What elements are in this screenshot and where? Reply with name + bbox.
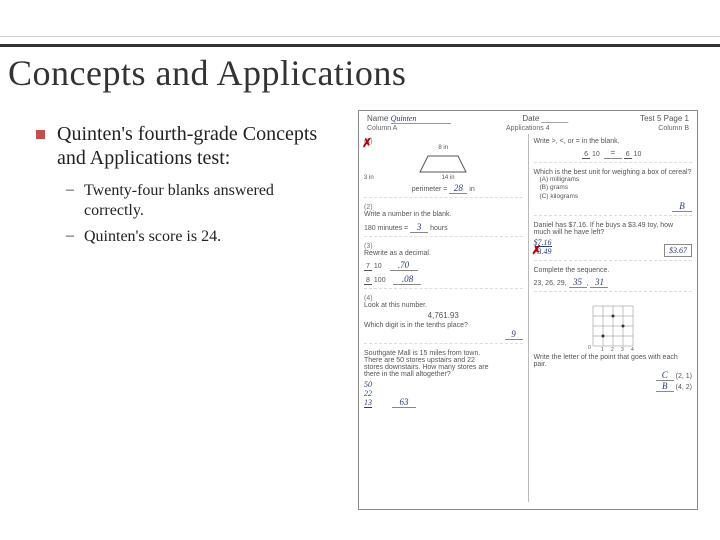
worksheet-image: Name Quinten Date ______ Test 5 Page 1 C… <box>358 110 698 510</box>
q5-p2: There are 50 stores upstairs and 22 <box>364 357 523 364</box>
coordinate-grid-icon: 0 1 2 3 4 <box>588 301 638 351</box>
rule-dark <box>0 44 720 47</box>
r3-answer: $3.67 <box>664 244 692 257</box>
col-b-label: Column B <box>658 125 689 132</box>
r4-a1: 35 <box>569 277 587 288</box>
worksheet-header: Name Quinten Date ______ Test 5 Page 1 <box>359 111 697 125</box>
dash-icon: – <box>66 181 74 199</box>
bullet-text: Quinten's fourth-grade Concepts and Appl… <box>57 122 336 171</box>
r4-a2: 31 <box>590 277 608 288</box>
ws-q4: (4) Look at this number. 4,761.93 Which … <box>364 293 523 344</box>
r2-prompt: Which is the best unit for weighing a bo… <box>534 169 693 176</box>
worksheet-subheader: Column A Applications 4 Column B <box>359 125 697 134</box>
r2-answer: B <box>672 201 692 212</box>
svg-text:0: 0 <box>588 345 591 351</box>
q5-p1: Southgate Mall is 15 miles from town. <box>364 350 523 357</box>
q-num: (3) <box>364 243 373 250</box>
worksheet-col-right: Write >, <, or = in the blank. 610 = 610… <box>529 134 698 502</box>
q-num: (2) <box>364 204 373 211</box>
q4-number: 4,761.93 <box>364 311 523 320</box>
dim-top: 8 in <box>364 145 523 151</box>
q-num: (4) <box>364 295 373 302</box>
q2-prompt: Write a number in the blank. <box>364 211 523 218</box>
sub-bullet-text: Quinten's score is 24. <box>84 227 221 247</box>
q2-lhs: 180 minutes = <box>364 225 408 232</box>
heading-right: Applications 4 <box>506 125 550 132</box>
name-value: Quinten <box>391 114 451 124</box>
ws-q3: (3) Rewrite as a decimal. 710 .70 8100 .… <box>364 241 523 289</box>
q5-p4: there in the mall altogether? <box>364 371 523 378</box>
name-label: Name <box>367 114 388 123</box>
svg-text:4: 4 <box>631 347 634 351</box>
f2n: 8 <box>364 277 372 285</box>
svg-text:3: 3 <box>621 347 624 351</box>
q5-p3: stores downstairs. How many stores are <box>364 364 523 371</box>
q3-a1: .70 <box>390 260 418 271</box>
ws-r2: Which is the best unit for weighing a bo… <box>534 167 693 216</box>
svg-text:1: 1 <box>601 347 604 351</box>
slide: Concepts and Applications Quinten's four… <box>0 0 720 540</box>
worksheet-col-left: ✗ (1) 8 in 3 in 14 in perimeter = 28 in <box>359 134 529 502</box>
q4-q: Which digit is in the tenths place? <box>364 322 523 329</box>
ws-q1: ✗ (1) 8 in 3 in 14 in perimeter = 28 in <box>364 136 523 198</box>
trapezoid-icon <box>418 154 468 174</box>
ws-r5: 0 1 2 3 4 Write the letter of the point that… <box>534 296 693 395</box>
q4-answer: 9 <box>505 329 523 340</box>
ws-q5: Southgate Mall is 15 miles from town. Th… <box>364 348 523 411</box>
q2-unit: hours <box>430 225 448 232</box>
r5-prompt: Write the letter of the point that goes … <box>534 354 693 368</box>
ws-r4: Complete the sequence. 23, 26, 29, 35, 3… <box>534 265 693 292</box>
ws-r3: ✗ Daniel has $7.16. If he buys a $3.49 t… <box>534 220 693 261</box>
square-bullet-icon <box>36 130 45 139</box>
worksheet-columns: ✗ (1) 8 in 3 in 14 in perimeter = 28 in <box>359 134 697 502</box>
sub-bullet: – Twenty-four blanks answered correctly. <box>66 181 336 221</box>
q4-prompt: Look at this number. <box>364 302 523 309</box>
rule-light <box>0 36 720 37</box>
test-label: Test 5 Page 1 <box>640 114 689 124</box>
dim-left: 3 in <box>364 175 374 181</box>
col-a-label: Column A <box>367 125 397 132</box>
x-mark-icon: ✗ <box>532 243 542 258</box>
perimeter-answer: 28 <box>449 183 467 194</box>
q3-a2: .08 <box>393 274 421 285</box>
q3-prompt: Rewrite as a decimal. <box>364 250 523 257</box>
sub-bullet-text: Twenty-four blanks answered correctly. <box>84 181 336 221</box>
r3-prompt: Daniel has $7.16. If he buys a $3.49 toy… <box>534 222 693 236</box>
sub-bullets: – Twenty-four blanks answered correctly.… <box>66 181 336 247</box>
bullet-level1: Quinten's fourth-grade Concepts and Appl… <box>36 122 336 171</box>
r4-seq: 23, 26, 29, <box>534 280 567 287</box>
r1-cmp: = <box>604 148 622 159</box>
slide-title: Concepts and Applications <box>8 52 406 94</box>
f2d: 100 <box>372 277 388 284</box>
dash-icon: – <box>66 227 74 245</box>
q2-answer: 3 <box>410 222 428 233</box>
q5-answer: 63 <box>392 397 416 408</box>
svg-text:2: 2 <box>611 347 614 351</box>
dim-bottom: 14 in <box>364 175 523 181</box>
x-mark-icon: ✗ <box>362 136 372 151</box>
sub-bullet: – Quinten's score is 24. <box>66 227 336 247</box>
date-label: Date <box>522 114 539 123</box>
f1d: 10 <box>372 263 384 270</box>
body-text: Quinten's fourth-grade Concepts and Appl… <box>36 122 336 253</box>
q5-work: 50 22 13 <box>364 381 372 408</box>
r4-prompt: Complete the sequence. <box>534 267 693 274</box>
r5-a1: C <box>656 370 674 381</box>
r5-a2: B <box>656 381 674 392</box>
ws-q2: (2) Write a number in the blank. 180 min… <box>364 202 523 237</box>
perimeter-label: perimeter = <box>412 186 448 193</box>
ws-r1: Write >, <, or = in the blank. 610 = 610 <box>534 136 693 163</box>
perimeter-unit: in <box>469 186 474 193</box>
f1n: 7 <box>364 263 372 271</box>
r1-prompt: Write >, <, or = in the blank. <box>534 138 693 145</box>
r2-opts: (A) milligrams (B) grams (C) kilograms <box>540 176 693 201</box>
